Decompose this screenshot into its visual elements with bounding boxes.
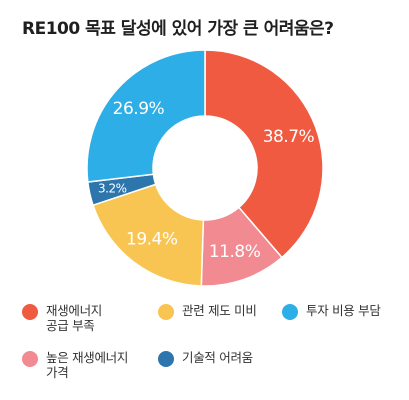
legend-label: 재생에너지 공급 부족 — [46, 303, 103, 333]
legend-label: 기술적 어려움 — [182, 350, 253, 365]
legend-item: 관련 제도 미비 — [158, 303, 257, 320]
legend-item: 투자 비용 부담 — [282, 303, 381, 320]
legend-item: 재생에너지 공급 부족 — [22, 303, 102, 333]
slice-value-label: 3.2% — [98, 182, 127, 196]
legend-label: 관련 제도 미비 — [182, 303, 257, 318]
donut-slice — [204, 49, 324, 259]
legend-swatch — [22, 304, 38, 320]
legend-swatch — [158, 351, 174, 367]
legend-item: 높은 재생에너지 가격 — [22, 350, 128, 380]
donut-slice — [86, 49, 206, 183]
donut-slice — [92, 183, 205, 287]
legend-label: 투자 비용 부담 — [306, 303, 381, 318]
slice-value-label: 38.7% — [263, 127, 315, 147]
legend-swatch — [158, 304, 174, 320]
chart-title: RE100 목표 달성에 있어 가장 큰 어려움은? — [22, 19, 334, 39]
legend-swatch — [282, 304, 298, 320]
legend-label: 높은 재생에너지 가격 — [46, 350, 129, 380]
slice-value-label: 19.4% — [126, 229, 178, 249]
legend-item: 기술적 어려움 — [158, 350, 253, 367]
legend-swatch — [22, 351, 38, 367]
slice-value-label: 26.9% — [113, 99, 165, 119]
slice-value-label: 11.8% — [209, 242, 261, 262]
